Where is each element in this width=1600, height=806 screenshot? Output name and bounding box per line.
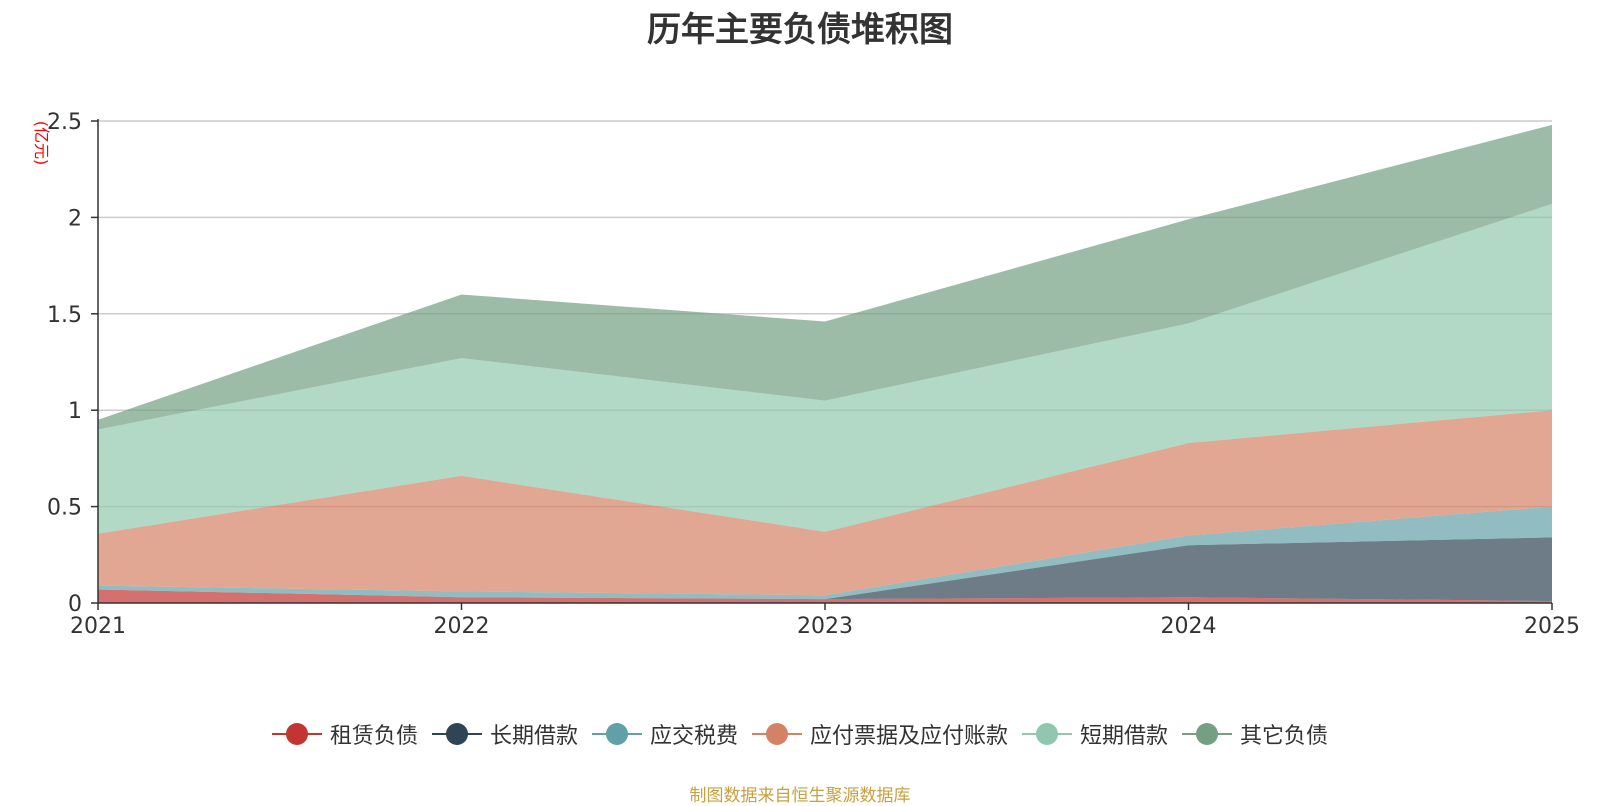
x-tick-label: 2023 bbox=[797, 614, 853, 639]
area-series-3[interactable] bbox=[98, 410, 1552, 596]
legend-label: 长期借款 bbox=[489, 724, 578, 749]
legend-item[interactable]: 应交税费 bbox=[591, 718, 738, 750]
y-tick-label: 1 bbox=[68, 399, 82, 424]
y-tick-label: 0.5 bbox=[47, 496, 82, 521]
legend-label: 应交税费 bbox=[649, 724, 738, 749]
legend-item[interactable]: 租赁负债 bbox=[271, 718, 418, 750]
legend-marker-icon bbox=[271, 723, 322, 745]
x-tick-label: 2021 bbox=[70, 614, 126, 639]
legend-label: 短期借款 bbox=[1080, 724, 1169, 749]
legend-item[interactable]: 短期借款 bbox=[1022, 718, 1168, 750]
legend: 租赁负债 长期借款 应交税费 应付票据及应付账款 短期借款 其它负债 bbox=[0, 718, 1600, 750]
area-layer bbox=[98, 124, 1552, 604]
area-series-4[interactable] bbox=[98, 203, 1552, 534]
legend-label: 租赁负债 bbox=[329, 724, 418, 749]
legend-marker-icon bbox=[431, 723, 482, 745]
legend-item[interactable]: 应付票据及应付账款 bbox=[752, 718, 1008, 750]
legend-marker-icon bbox=[591, 723, 642, 745]
area-series-1[interactable] bbox=[98, 537, 1552, 602]
area-series-2[interactable] bbox=[98, 506, 1552, 600]
axis-layer: 0 0.5 1 1.5 2 2.5 2021 2022 2023 2024 2025 bbox=[47, 110, 1580, 639]
area-series-5[interactable] bbox=[98, 124, 1552, 430]
x-tick-label: 2022 bbox=[434, 614, 490, 639]
legend-marker-icon bbox=[1022, 723, 1073, 745]
chart-title: 历年主要负债堆积图 bbox=[647, 10, 953, 50]
y-tick-label: 0 bbox=[68, 592, 82, 617]
legend-label: 应付票据及应付账款 bbox=[810, 724, 1009, 749]
y-axis-unit-label: (亿元) bbox=[32, 121, 51, 166]
legend-marker-icon bbox=[1182, 723, 1233, 745]
x-tick-label: 2024 bbox=[1161, 614, 1217, 639]
y-tick-label: 1.5 bbox=[47, 303, 82, 328]
area-series-0[interactable] bbox=[98, 589, 1552, 604]
legend-item[interactable]: 其它负债 bbox=[1182, 718, 1328, 750]
x-tick-label: 2025 bbox=[1524, 614, 1580, 639]
source-note: 制图数据来自恒生聚源数据库 bbox=[689, 786, 911, 806]
legend-item[interactable]: 长期借款 bbox=[431, 718, 578, 750]
y-tick-label: 2 bbox=[68, 206, 82, 231]
legend-marker-icon bbox=[752, 723, 802, 745]
y-tick-label: 2.5 bbox=[47, 110, 82, 135]
legend-label: 其它负债 bbox=[1240, 724, 1329, 749]
